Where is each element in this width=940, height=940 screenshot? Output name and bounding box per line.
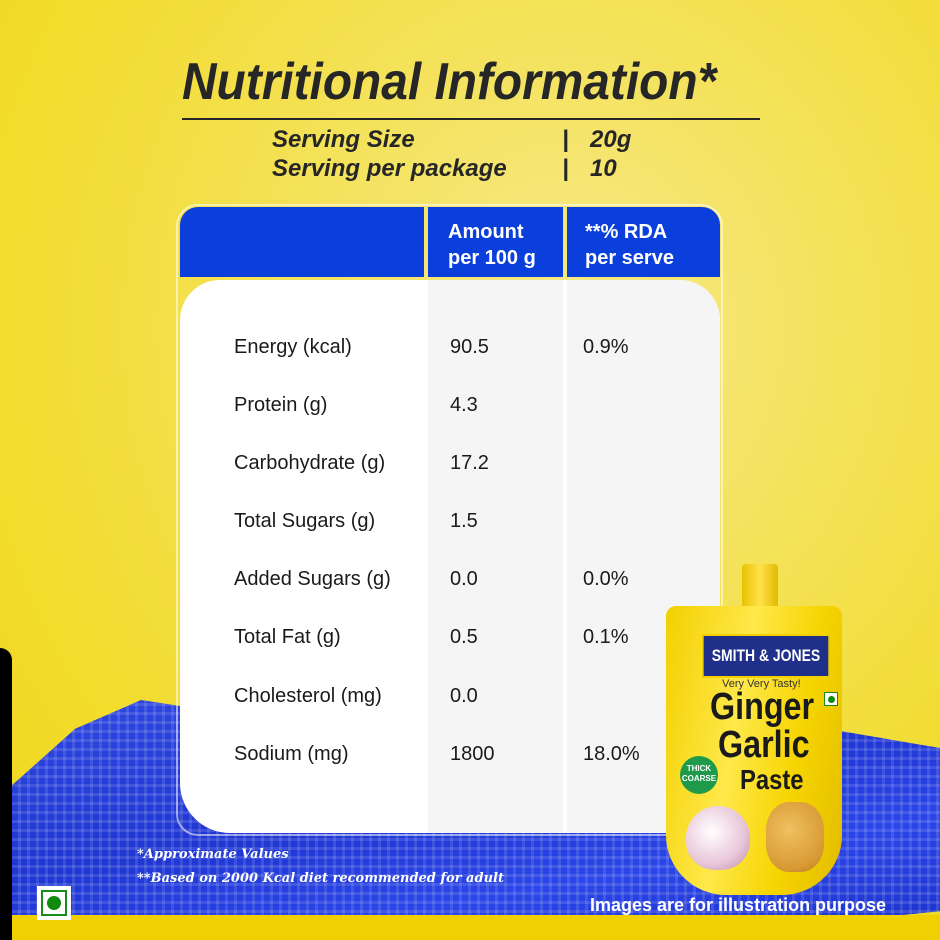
nutrient-name: Total Sugars (g)	[234, 510, 376, 532]
amount-value: 4.3	[450, 394, 478, 416]
product-name-line3: Paste	[740, 764, 804, 795]
amount-value: 1800	[450, 743, 495, 765]
ginger-illustration	[766, 802, 824, 872]
serving-size-row: Serving Size | 20g	[272, 126, 631, 154]
footnote-rda-basis: **Based on 2000 Kcal diet recommended fo…	[137, 871, 504, 886]
table-row: Total Sugars (g) 1.5	[180, 510, 720, 550]
table-row: Energy (kcal) 90.5 0.9%	[180, 336, 720, 376]
table-row: Carbohydrate (g) 17.2	[180, 452, 720, 492]
header-amount-cell: Amount per 100 g	[428, 207, 563, 277]
garlic-illustration	[686, 806, 750, 870]
separator: |	[562, 126, 569, 153]
amount-value: 1.5	[450, 510, 478, 532]
table-row: Total Fat (g) 0.5 0.1%	[180, 626, 720, 666]
serving-size-value: 20g	[590, 126, 632, 153]
servings-value: 10	[590, 155, 617, 182]
rda-value: 0.1%	[583, 626, 629, 648]
amount-value: 90.5	[450, 336, 489, 358]
thick-coarse-badge: THICK COARSE	[680, 756, 718, 794]
amount-value: 0.5	[450, 626, 478, 648]
amount-column-shade	[428, 280, 563, 833]
header-nutrient-cell	[180, 207, 424, 277]
servings-label: Serving per package	[272, 155, 507, 182]
amount-value: 17.2	[450, 452, 489, 474]
table-row: Protein (g) 4.3	[180, 394, 720, 434]
nutrition-table-body: Energy (kcal) 90.5 0.9% Protein (g) 4.3 …	[180, 280, 720, 833]
nutrient-name: Sodium (mg)	[234, 743, 349, 765]
nutrient-name: Energy (kcal)	[234, 336, 352, 358]
serving-size-label: Serving Size	[272, 126, 415, 153]
header-rda-line1: **% RDA	[585, 221, 668, 243]
header-rda-line2: per serve	[585, 247, 674, 269]
amount-value: 0.0	[450, 685, 478, 707]
brand-tagline: Very Very Tasty!	[722, 678, 801, 690]
nutrient-name: Added Sugars (g)	[234, 568, 391, 590]
nutrient-name: Carbohydrate (g)	[234, 452, 386, 474]
nutrient-name: Cholesterol (mg)	[234, 685, 382, 707]
header-rda-cell: **% RDA per serve	[567, 207, 720, 277]
servings-per-package-row: Serving per package | 10	[272, 155, 617, 183]
left-edge-bar	[0, 648, 12, 940]
table-row: Cholesterol (mg) 0.0	[180, 685, 720, 725]
pouch-veg-icon	[824, 692, 838, 706]
nutrition-table-header: Amount per 100 g **% RDA per serve	[180, 207, 720, 277]
bottom-yellow-strip	[0, 915, 940, 940]
veg-symbol-icon	[37, 886, 71, 920]
product-pouch-image: SMITH & JONES Very Very Tasty! Ginger Ga…	[666, 564, 842, 895]
nutrient-name: Protein (g)	[234, 394, 328, 416]
footnote-approximate: *Approximate Values	[137, 847, 289, 862]
product-name-line2: Garlic	[718, 724, 810, 766]
table-row: Sodium (mg) 1800 18.0%	[180, 743, 720, 783]
separator: |	[562, 155, 569, 182]
pouch-body: SMITH & JONES Very Very Tasty! Ginger Ga…	[666, 606, 842, 895]
amount-value: 0.0	[450, 568, 478, 590]
illustration-disclaimer: Images are for illustration purpose	[590, 895, 887, 915]
rda-value: 18.0%	[583, 743, 640, 765]
nutrient-name: Total Fat (g)	[234, 626, 341, 648]
header-amount-line2: per 100 g	[448, 247, 536, 269]
brand-logo: SMITH & JONES	[702, 634, 830, 678]
table-row: Added Sugars (g) 0.0 0.0%	[180, 568, 720, 608]
product-name-line1: Ginger	[710, 686, 815, 728]
pouch-cap	[742, 564, 778, 608]
rda-value: 0.0%	[583, 568, 629, 590]
title-divider	[182, 118, 760, 120]
header-amount-line1: Amount	[448, 221, 524, 243]
page-title: Nutritional Information*	[182, 53, 717, 111]
rda-value: 0.9%	[583, 336, 629, 358]
nutrition-table-frame	[176, 204, 723, 836]
